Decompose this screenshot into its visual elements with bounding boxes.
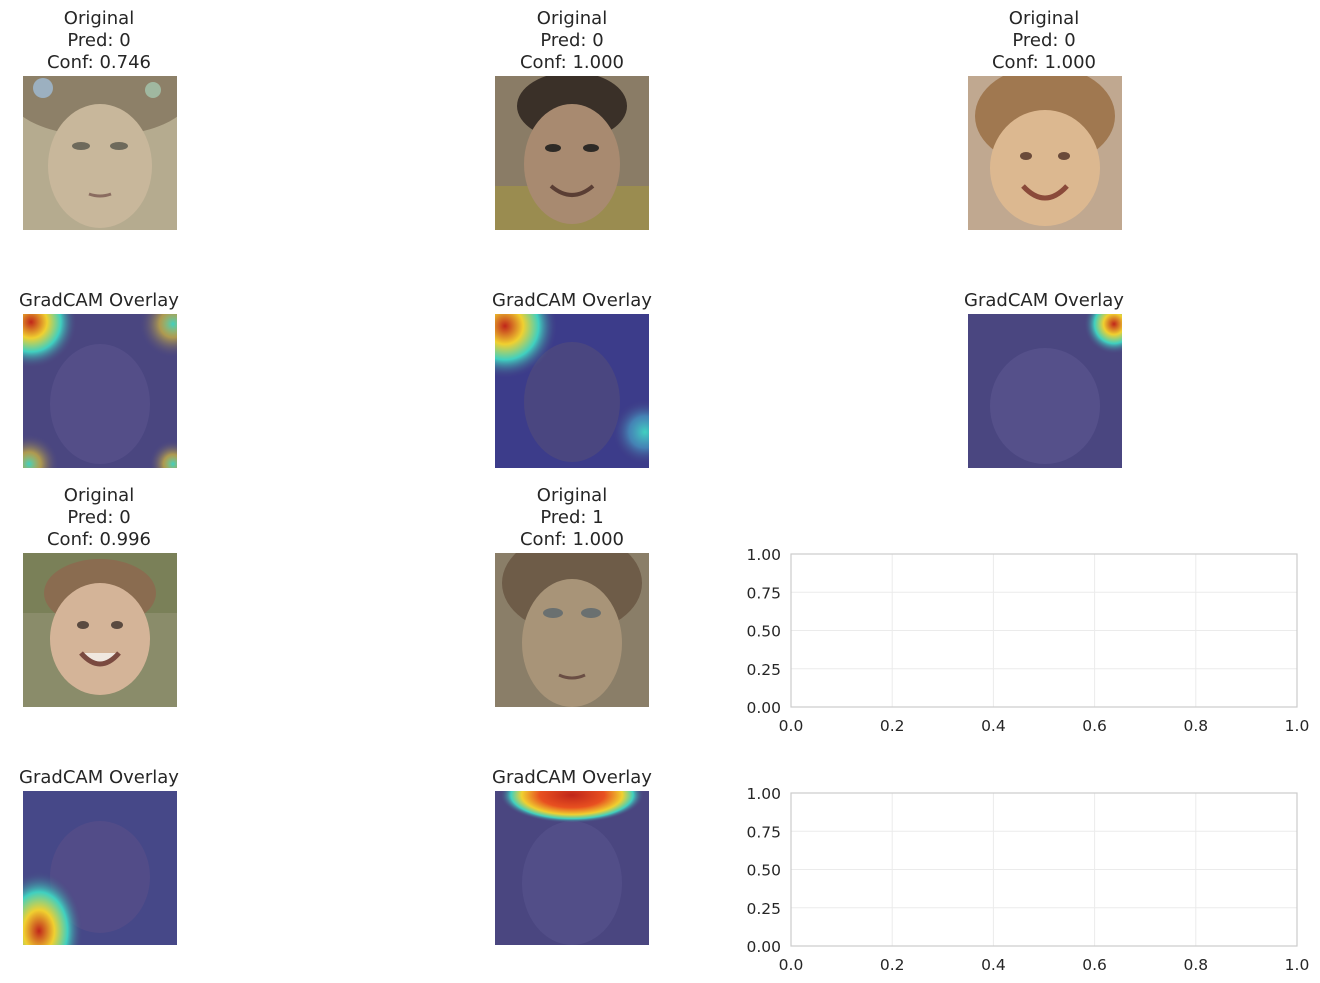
x-tick-label: 0.6 (1082, 717, 1107, 735)
y-tick-label: 0.75 (746, 823, 781, 841)
overlay-2-title: GradCAM Overlay (492, 290, 652, 311)
y-tick-label: 1.00 (746, 785, 781, 803)
gradcam-overlay-3 (968, 314, 1122, 468)
y-tick-label: 0.75 (746, 584, 781, 602)
x-tick-label: 0.4 (981, 956, 1006, 974)
y-tick-label: 0.25 (746, 900, 781, 918)
empty-axes-1: 0.0 0.2 0.4 0.6 0.8 1.0 0.00 0.25 0.50 0.75 1.00 (740, 540, 1320, 740)
x-tick-label: 0.8 (1183, 956, 1208, 974)
original-image-2 (495, 76, 649, 230)
y-tick-label: 0.50 (746, 862, 781, 880)
y-tick-label: 0.00 (746, 938, 781, 956)
x-tick-label: 0.2 (880, 717, 905, 735)
empty-axes-2: 0.0 0.2 0.4 0.6 0.8 1.0 0.00 0.25 0.50 0.75 1.00 (740, 779, 1320, 979)
original-image-4 (23, 553, 177, 707)
gradcam-overlay-1 (23, 314, 177, 468)
x-tick-label: 0.0 (779, 956, 804, 974)
x-tick-label: 0.6 (1082, 956, 1107, 974)
x-tick-label: 0.8 (1183, 717, 1208, 735)
original-image-5 (495, 553, 649, 707)
overlay-1-title: GradCAM Overlay (19, 290, 179, 311)
axes-frame (790, 553, 1298, 708)
panel-5-title: Original Pred: 1 Conf: 1.000 (519, 485, 624, 550)
overlay-4-title: GradCAM Overlay (19, 767, 179, 788)
y-tick-label: 0.00 (746, 699, 781, 717)
x-tick-label: 0.0 (779, 717, 804, 735)
gradcam-overlay-4 (23, 791, 177, 945)
y-tick-label: 0.25 (746, 661, 781, 679)
x-tick-label: 0.2 (880, 956, 905, 974)
x-tick-label: 0.4 (981, 717, 1006, 735)
panel-1-title: Original Pred: 0 Conf: 0.746 (46, 8, 151, 73)
x-tick-label: 1.0 (1285, 717, 1310, 735)
gradcam-overlay-5 (495, 791, 649, 945)
original-image-3 (968, 76, 1122, 230)
original-image-1 (23, 76, 177, 230)
panel-2-title: Original Pred: 0 Conf: 1.000 (519, 8, 624, 73)
y-tick-label: 1.00 (746, 546, 781, 564)
axes-frame (790, 792, 1298, 947)
gradcam-overlay-2 (495, 314, 649, 468)
y-tick-label: 0.50 (746, 623, 781, 641)
panel-4-title: Original Pred: 0 Conf: 0.996 (46, 485, 151, 550)
overlay-5-title: GradCAM Overlay (492, 767, 652, 788)
overlay-3-title: GradCAM Overlay (964, 290, 1124, 311)
x-tick-label: 1.0 (1285, 956, 1310, 974)
panel-3-title: Original Pred: 0 Conf: 1.000 (991, 8, 1096, 73)
